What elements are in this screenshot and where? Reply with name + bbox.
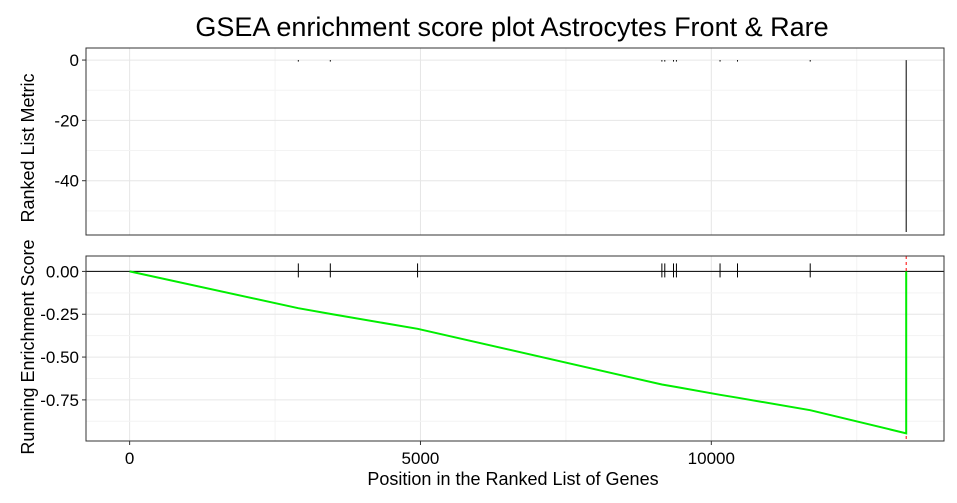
y-tick-label: -20 — [54, 111, 79, 130]
y-tick-label: 0 — [70, 51, 79, 70]
y-tick-label: -0.75 — [40, 391, 79, 410]
top-panel-grid — [86, 48, 944, 235]
top-panel-y-axis: 0 -20 -40 — [54, 51, 86, 191]
y-tick-label: -0.25 — [40, 305, 79, 324]
bottom-panel-grid — [86, 256, 944, 441]
x-tick-label: 5000 — [402, 449, 440, 468]
ranked-metric-panel: 0 -20 -40 — [54, 47, 945, 236]
bottom-panel-y-axis-title: Running Enrichment Score — [18, 239, 38, 454]
bottom-panel-lines — [86, 256, 944, 441]
enrichment-score-panel: 0.00 -0.25 -0.50 -0.75 0 5000 10000 — [40, 255, 945, 468]
top-panel-border — [85, 47, 945, 236]
y-tick-label: -40 — [54, 172, 79, 191]
top-panel-metric-bars — [297, 60, 907, 232]
y-tick-label: -0.50 — [40, 348, 79, 367]
x-axis-title: Position in the Ranked List of Genes — [367, 469, 658, 489]
x-tick-label: 10000 — [688, 449, 735, 468]
running-enrichment-score-line — [129, 270, 908, 435]
bottom-panel-y-axis: 0.00 -0.25 -0.50 -0.75 — [40, 262, 86, 410]
x-axis: 0 5000 10000 — [125, 441, 735, 468]
y-tick-label: 0.00 — [46, 262, 79, 281]
x-tick-label: 0 — [125, 449, 134, 468]
chart-title: GSEA enrichment score plot Astrocytes Fr… — [195, 12, 828, 42]
bottom-panel-border — [85, 255, 945, 442]
top-panel-y-axis-title: Ranked List Metric — [18, 73, 38, 222]
